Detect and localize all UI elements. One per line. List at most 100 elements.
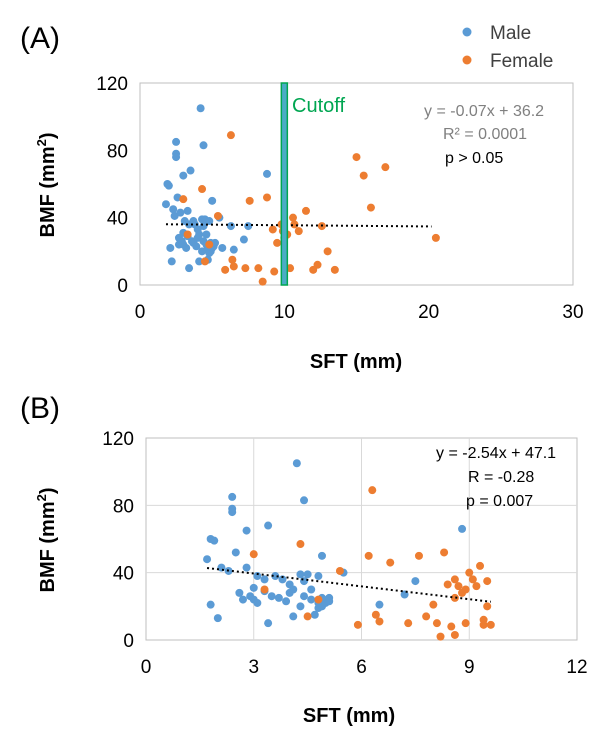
male-point [210,536,219,545]
male-point [271,572,280,581]
r-value-b: R = -0.28 [468,469,534,486]
y-tick-label: 80 [113,496,134,517]
x-tick-label: 20 [418,302,439,323]
plot-frame-a [139,82,574,286]
female-point [450,593,459,602]
male-point [300,577,309,586]
y-axis-label-b-text: BMF (mm [37,501,59,592]
female-point [198,185,207,194]
male-point [179,171,188,180]
female-point [447,622,456,631]
male-point [202,230,211,239]
female-point [450,575,459,584]
male-point [244,222,253,231]
female-point [454,582,463,591]
y-axis-label-a-end: ) [37,132,59,139]
female-point [450,630,459,639]
male-point [169,205,178,214]
male-point [196,104,205,113]
x-tick-label: 9 [464,657,475,678]
male-point [198,247,207,256]
female-point [270,267,279,276]
male-point [296,570,305,579]
x-tick-label: 10 [274,302,295,323]
male-point [218,243,227,252]
legend-male-marker [462,27,472,37]
female-point [263,193,272,202]
female-point [483,577,492,586]
male-point [183,206,192,215]
male-point [185,264,194,273]
panel-a-chart: 0 10 20 30 0 40 80 120 Cutoff y = -0.07x + 36.2… [34,74,584,373]
female-point [414,551,423,560]
female-point [366,203,375,212]
male-point [278,575,287,584]
y-tick-label: 120 [96,74,128,95]
female-point [294,227,303,236]
male-point [208,196,217,205]
male-point [228,492,237,501]
x-tick-label: 6 [356,657,367,678]
male-point [172,137,181,146]
female-point [476,561,485,570]
panel-a-label: (A) [20,22,60,55]
female-point [364,551,373,560]
female-point [296,540,305,549]
x-axis-label-a: SFT (mm) [310,351,402,373]
female-point [429,600,438,609]
male-point [292,459,301,468]
x-tick-label: 30 [562,302,583,323]
male-point [186,166,195,175]
y-axis-label-b: BMF (mm2) [34,487,59,592]
legend-female-marker [462,55,472,65]
male-point [172,153,181,162]
panel-b-label: (B) [20,392,60,425]
female-point [290,220,299,229]
female-point [228,255,237,264]
male-point [411,577,420,586]
x-tick-label: 0 [141,657,152,678]
male-point [203,555,212,564]
male-point [296,602,305,611]
equation-a: y = -0.07x + 36.2 [424,103,544,120]
female-point [422,612,431,621]
female-point [205,240,214,249]
female-point [286,264,295,273]
male-point [303,570,312,579]
male-point [307,595,316,604]
cutoff-label: Cutoff [292,95,345,117]
male-point [217,563,226,572]
male-point [192,242,201,251]
female-point [431,233,440,242]
trendline-a [165,223,432,228]
female-point [245,196,254,205]
female-point [301,206,310,215]
female-point [313,260,322,269]
male-point [228,508,237,517]
female-point [303,612,312,621]
female-point [200,257,209,266]
female-point [432,619,441,628]
male-point [300,592,309,601]
male-point [182,243,191,252]
female-point [353,620,362,629]
female-point [440,548,449,557]
y-tick-label: 0 [117,276,128,297]
male-point [458,524,467,533]
x-tick-label: 3 [248,657,259,678]
female-point [443,580,452,589]
cutoff-line [280,82,289,286]
male-point [235,588,244,597]
male-point [274,593,283,602]
male-point [289,585,298,594]
male-point [170,211,179,220]
male-point [242,563,251,572]
female-point [221,265,230,274]
male-point [206,600,215,609]
x-tick-label: 0 [135,302,146,323]
male-point [238,595,247,604]
male-point [226,222,235,231]
male-point [161,200,170,209]
male-point [307,585,316,594]
